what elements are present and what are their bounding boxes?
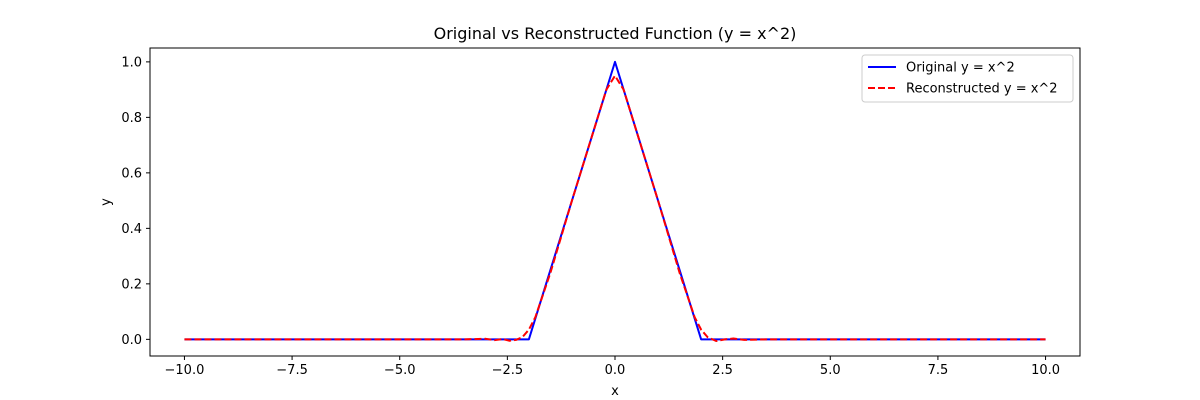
legend: Original y = x^2 Reconstructed y = x^2	[861, 54, 1074, 103]
series-layer	[184, 60, 1046, 343]
y-tick-label: 1.0	[121, 55, 142, 70]
legend-box	[861, 54, 1074, 103]
x-tick-label: 10.0	[1031, 363, 1060, 378]
y-tick-label: 0.8	[121, 111, 142, 126]
x-tick-label: −10.0	[165, 363, 205, 378]
x-tick-label: −5.0	[384, 363, 416, 378]
x-axis-ticks: −10.0 −7.5 −5.0 −2.5 0.0 2.5 5.0 7.5 10.0	[165, 356, 1060, 378]
x-tick-label: 2.5	[712, 363, 733, 378]
y-tick-label: 0.6	[121, 166, 142, 181]
chart-title: Original vs Reconstructed Function (y = …	[434, 24, 797, 43]
x-tick-label: −2.5	[492, 363, 524, 378]
legend-label: Original y = x^2	[906, 61, 1015, 76]
x-tick-label: 5.0	[820, 363, 841, 378]
y-axis-ticks: 0.0 0.2 0.4 0.6 0.8 1.0	[121, 55, 150, 348]
x-tick-label: 7.5	[928, 363, 949, 378]
x-tick-label: −7.5	[276, 363, 308, 378]
y-tick-label: 0.4	[121, 222, 142, 237]
series-line-reconstructed	[184, 74, 1046, 343]
series-line-original	[184, 60, 1046, 341]
x-tick-label: 0.0	[605, 363, 626, 378]
x-axis-label: x	[611, 384, 619, 399]
y-tick-label: 0.0	[121, 333, 142, 348]
y-tick-label: 0.2	[121, 277, 142, 292]
y-axis-label: y	[99, 198, 114, 206]
legend-label: Reconstructed y = x^2	[906, 82, 1058, 97]
